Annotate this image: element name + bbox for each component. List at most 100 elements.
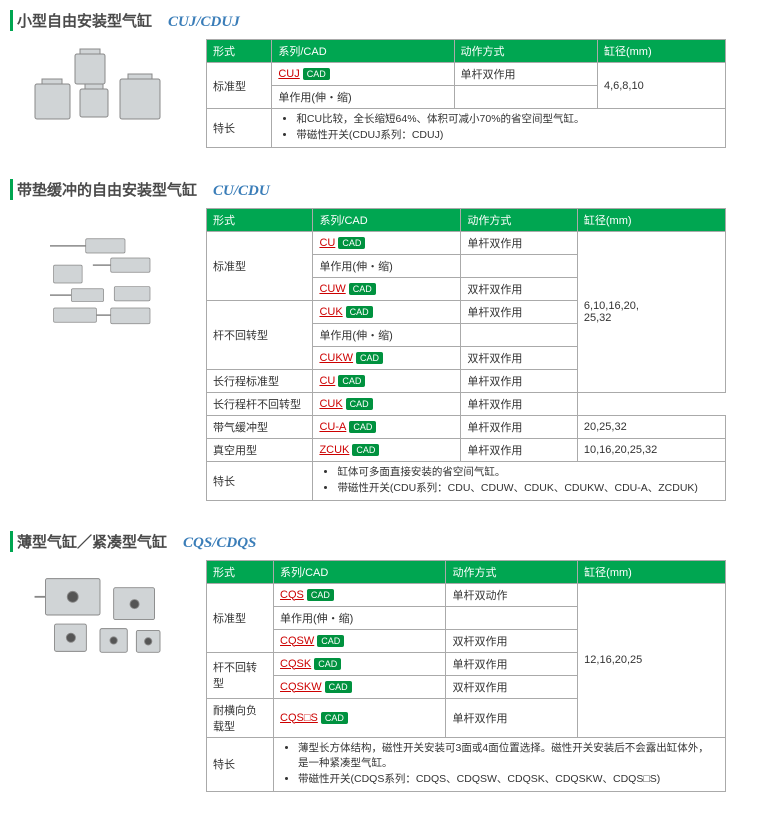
series-link[interactable]: CUKW	[319, 352, 353, 364]
section-title: 带垫缓冲的自由安装型气缸 CU/CDU	[10, 179, 774, 200]
table-header: 系列/CAD	[272, 40, 454, 63]
cad-badge[interactable]: CAD	[338, 375, 365, 387]
cad-badge[interactable]: CAD	[349, 283, 376, 295]
cad-badge[interactable]: CAD	[321, 712, 348, 724]
form-cell: 标准型	[207, 63, 272, 109]
form-cell: 杆不回转型	[207, 652, 274, 698]
form-cell: 耐横向负载型	[207, 698, 274, 737]
series-cell: CQSKCAD	[274, 652, 446, 675]
action-cell: 单杆双作用	[461, 232, 578, 255]
cad-badge[interactable]: CAD	[349, 421, 376, 433]
cad-badge[interactable]: CAD	[307, 589, 334, 601]
notes-cell: 和CU比较，全长缩短64%、体积可减小70%的省空间型气缸。带磁性开关(CDUJ…	[272, 109, 726, 148]
product-section: 小型自由安装型气缸CUJ/CDUJ 形式系列/CAD动作方式缸径(mm)标准型C…	[10, 10, 774, 149]
cad-badge[interactable]: CAD	[356, 352, 383, 364]
section-title: 薄型气缸／紧凑型气缸CQS/CDQS	[10, 531, 774, 552]
spec-table: 形式系列/CAD动作方式缸径(mm)标准型CQSCAD单杆双动作12,16,20…	[206, 560, 726, 792]
series-link[interactable]: CU	[319, 375, 335, 387]
note-item: 带磁性开关(CDQS系列：CDQS、CDQSW、CDQSK、CDQSKW、CDQ…	[298, 772, 719, 788]
action-cell: 双杆双作用	[446, 629, 578, 652]
cad-badge[interactable]: CAD	[346, 306, 373, 318]
series-cell: CQSCAD	[274, 583, 446, 606]
action-cell: 单作用(伸・缩)	[272, 86, 454, 109]
bore-cell: 6,10,16,20, 25,32	[577, 232, 725, 393]
action-cell: 双杆双作用	[461, 347, 578, 370]
note-item: 和CU比较，全长缩短64%、体积可减小70%的省空间型气缸。	[296, 112, 719, 128]
form-cell: 杆不回转型	[207, 301, 313, 370]
table-row: 真空用型ZCUKCAD单杆双作用10,16,20,25,32	[207, 439, 726, 462]
action-cell: 双杆双作用	[446, 675, 578, 698]
series-link[interactable]: CUK	[319, 398, 342, 410]
series-link[interactable]: ZCUK	[319, 444, 349, 456]
bore-cell: 4,6,8,10	[597, 63, 725, 109]
notes-label-cell: 特长	[207, 109, 272, 148]
series-cell: CU-ACAD	[313, 416, 461, 439]
cad-badge[interactable]: CAD	[338, 237, 365, 249]
notes-cell: 薄型长方体结构，磁性开关安装可3面或4面位置选择。磁性开关安装后不会露出缸体外，…	[274, 737, 726, 791]
bore-cell: 12,16,20,25	[578, 583, 726, 737]
notes-label-cell: 特长	[207, 462, 313, 501]
table-row: 标准型CQSCAD单杆双动作12,16,20,25	[207, 583, 726, 606]
table-row: 长行程杆不回转型CUKCAD单杆双作用	[207, 393, 726, 416]
action-cell: 单杆双作用	[461, 439, 578, 462]
section-title-text: 带垫缓冲的自由安装型气缸	[17, 182, 197, 199]
cad-badge[interactable]: CAD	[352, 444, 379, 456]
series-cell: CUW CAD	[313, 278, 461, 301]
spec-table: 形式系列/CAD动作方式缸径(mm)标准型CUJCAD单杆双作用4,6,8,10…	[206, 39, 726, 148]
note-item: 带磁性开关(CDU系列：CDU、CDUW、CDUK、CDUKW、CDU-A、ZC…	[337, 481, 719, 497]
series-cell: CUCAD	[313, 232, 461, 255]
series-link[interactable]: CQS	[280, 589, 304, 601]
cad-badge[interactable]: CAD	[314, 658, 341, 670]
bore-cell: 20,25,32	[577, 416, 725, 439]
product-image	[10, 39, 190, 149]
action-cell: 单作用(伸・缩)	[313, 255, 461, 278]
section-model: CUJ/CDUJ	[168, 14, 240, 30]
series-link[interactable]: CUJ	[278, 68, 299, 80]
series-link[interactable]: CU	[319, 237, 335, 249]
note-item: 带磁性开关(CDUJ系列：CDUJ)	[296, 128, 719, 144]
note-item: 薄型长方体结构，磁性开关安装可3面或4面位置选择。磁性开关安装后不会露出缸体外，…	[298, 741, 719, 773]
notes-cell: 缸体可多面直接安装的省空间气缸。带磁性开关(CDU系列：CDU、CDUW、CDU…	[313, 462, 726, 501]
product-section: 带垫缓冲的自由安装型气缸CU/CDU 形式系列/CAD动作方式缸径(mm)标准型…	[10, 179, 774, 501]
note-item: 缸体可多面直接安装的省空间气缸。	[337, 465, 719, 481]
series-link[interactable]: CQSW	[280, 635, 314, 647]
series-link[interactable]: CUK	[319, 306, 342, 318]
action-cell: 单杆双动作	[446, 583, 578, 606]
series-link[interactable]: CUW	[319, 283, 345, 295]
table-header: 缸径(mm)	[578, 560, 726, 583]
action-cell: 单杆双作用	[461, 370, 578, 393]
product-image	[10, 208, 190, 358]
section-model: CQS/CDQS	[183, 535, 256, 551]
series-cell: CUK CAD	[313, 393, 461, 416]
series-link[interactable]: CQSK	[280, 658, 311, 670]
notes-label-cell: 特长	[207, 737, 274, 791]
series-cell: ZCUKCAD	[313, 439, 461, 462]
series-cell: CUJ CAD	[272, 63, 454, 86]
series-cell: CUK CAD	[313, 301, 461, 324]
series-link[interactable]: CQSKW	[280, 681, 322, 693]
series-cell: CQS□SCAD	[274, 698, 446, 737]
table-header: 缸径(mm)	[577, 209, 725, 232]
table-header: 动作方式	[461, 209, 578, 232]
table-header: 形式	[207, 40, 272, 63]
series-cell: CUCAD	[313, 370, 461, 393]
table-header: 形式	[207, 209, 313, 232]
action-cell: 单杆双作用	[446, 652, 578, 675]
series-link[interactable]: CQS□S	[280, 712, 318, 724]
action-cell: 单作用(伸・缩)	[274, 606, 446, 629]
series-cell: CQSWCAD	[274, 629, 446, 652]
cad-badge[interactable]: CAD	[325, 681, 352, 693]
action-cell: 单杆双作用	[454, 63, 597, 86]
series-cell: CQSKWCAD	[274, 675, 446, 698]
table-row: 标准型CUJCAD单杆双作用4,6,8,10	[207, 63, 726, 86]
action-cell: 单杆双作用	[461, 393, 578, 416]
form-cell: 带气缓冲型	[207, 416, 313, 439]
table-header: 系列/CAD	[274, 560, 446, 583]
form-cell: 长行程标准型	[207, 370, 313, 393]
cad-badge[interactable]: CAD	[303, 68, 330, 80]
section-model: CU/CDU	[213, 183, 270, 199]
cad-badge[interactable]: CAD	[346, 398, 373, 410]
product-section: 薄型气缸／紧凑型气缸CQS/CDQS 形式系列/CAD动作方式缸径(mm)标准型…	[10, 531, 774, 792]
series-link[interactable]: CU-A	[319, 421, 346, 433]
cad-badge[interactable]: CAD	[317, 635, 344, 647]
